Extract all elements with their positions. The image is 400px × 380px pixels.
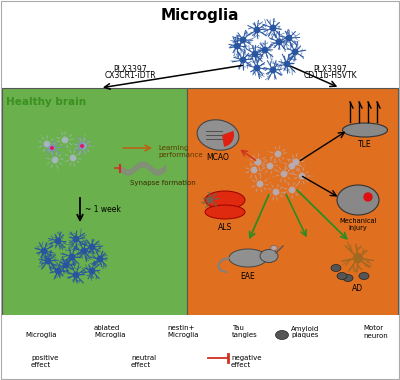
Circle shape [270, 67, 276, 73]
Circle shape [276, 39, 282, 45]
Text: Microglia: Microglia [161, 8, 239, 23]
Circle shape [208, 198, 212, 203]
Ellipse shape [337, 185, 379, 215]
Ellipse shape [229, 249, 267, 267]
Circle shape [354, 253, 362, 263]
Circle shape [62, 137, 68, 143]
Circle shape [89, 244, 95, 250]
Circle shape [292, 49, 298, 55]
Text: positive
effect: positive effect [31, 355, 58, 368]
Circle shape [73, 272, 79, 278]
Circle shape [275, 151, 281, 157]
Bar [2, 88, 187, 316]
Circle shape [49, 145, 55, 151]
Ellipse shape [270, 245, 278, 250]
Text: Healthy brain: Healthy brain [6, 97, 86, 107]
Circle shape [364, 193, 372, 201]
Circle shape [267, 163, 273, 169]
Text: Motor
neuron: Motor neuron [363, 326, 388, 339]
Circle shape [255, 159, 261, 165]
Text: ablated
Microglia: ablated Microglia [94, 326, 126, 339]
Bar [0, 315, 400, 380]
Circle shape [262, 47, 268, 53]
Wedge shape [222, 131, 234, 147]
Circle shape [350, 331, 354, 335]
Circle shape [289, 187, 295, 193]
Text: Mechanical
injury: Mechanical injury [339, 218, 377, 231]
Text: negative
effect: negative effect [231, 355, 262, 368]
Circle shape [69, 254, 75, 260]
Text: PLX3397: PLX3397 [313, 65, 347, 74]
Circle shape [80, 143, 86, 149]
Text: Amyloid
plaques: Amyloid plaques [291, 326, 319, 339]
Circle shape [70, 155, 76, 161]
Text: ~ 1 week: ~ 1 week [85, 206, 121, 214]
Circle shape [251, 167, 257, 173]
Ellipse shape [359, 272, 369, 280]
Text: neutral
effect: neutral effect [131, 355, 156, 368]
Text: MCAO: MCAO [206, 153, 230, 162]
Circle shape [284, 61, 290, 67]
Circle shape [55, 268, 61, 274]
Circle shape [44, 141, 50, 147]
Circle shape [63, 262, 69, 268]
Circle shape [55, 238, 61, 244]
Text: EAE: EAE [241, 272, 255, 281]
Text: TLE: TLE [358, 140, 372, 149]
Circle shape [81, 145, 83, 147]
Circle shape [12, 333, 16, 337]
Ellipse shape [205, 191, 245, 209]
Circle shape [270, 25, 276, 31]
Circle shape [80, 333, 84, 337]
Text: CD11b-HSVTK: CD11b-HSVTK [303, 71, 357, 80]
Ellipse shape [337, 272, 347, 280]
Text: AD: AD [352, 284, 364, 293]
Ellipse shape [205, 205, 245, 219]
Circle shape [254, 27, 260, 33]
Circle shape [240, 57, 246, 63]
Ellipse shape [342, 123, 388, 137]
Circle shape [153, 333, 157, 337]
Circle shape [299, 173, 305, 179]
Ellipse shape [343, 274, 353, 282]
Text: ALS: ALS [218, 223, 232, 232]
Circle shape [273, 189, 279, 195]
Circle shape [254, 65, 260, 71]
Circle shape [52, 157, 58, 163]
Circle shape [41, 248, 47, 254]
Circle shape [289, 163, 295, 169]
Ellipse shape [260, 250, 278, 263]
Text: CX3CR1-iDTR: CX3CR1-iDTR [104, 71, 156, 80]
Ellipse shape [331, 264, 341, 271]
Circle shape [97, 256, 103, 262]
Circle shape [281, 171, 287, 177]
Ellipse shape [276, 331, 288, 339]
Text: Learning
performance: Learning performance [158, 145, 203, 158]
Circle shape [81, 248, 87, 254]
Bar [187, 88, 398, 316]
Circle shape [252, 51, 258, 57]
Circle shape [45, 258, 51, 264]
Circle shape [79, 143, 85, 149]
Ellipse shape [197, 120, 239, 150]
Text: Synapse formation: Synapse formation [130, 180, 196, 186]
Circle shape [234, 43, 240, 49]
Text: Tau
tangles: Tau tangles [232, 326, 258, 339]
Text: PLX3397: PLX3397 [113, 65, 147, 74]
Circle shape [51, 147, 53, 149]
Circle shape [286, 35, 292, 41]
Circle shape [89, 268, 95, 274]
Circle shape [257, 181, 263, 187]
Text: Microglia: Microglia [25, 332, 56, 338]
Circle shape [293, 159, 299, 165]
Circle shape [154, 334, 156, 336]
Text: nestin+
Microglia: nestin+ Microglia [167, 326, 198, 339]
Circle shape [240, 37, 246, 43]
Circle shape [73, 236, 79, 242]
Text: Pathological brain: Pathological brain [191, 97, 298, 107]
